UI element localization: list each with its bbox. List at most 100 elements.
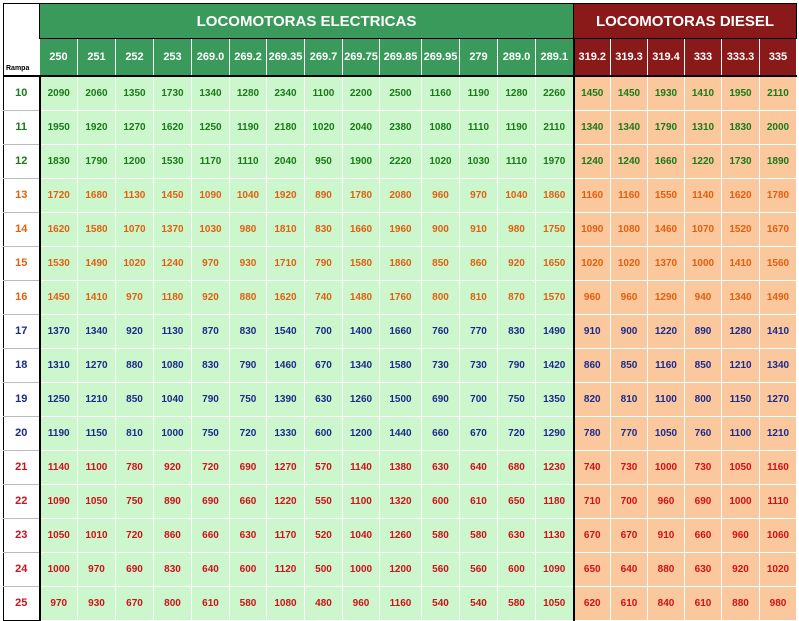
electric-load-cell: 2040 (342, 109, 380, 145)
electric-load-cell: 1020 (421, 143, 460, 179)
diesel-load-cell: 1240 (572, 143, 611, 179)
electric-load-cell: 900 (421, 211, 460, 247)
diesel-load-cell: 1160 (759, 449, 797, 485)
diesel-load-cell: 730 (684, 449, 722, 485)
diesel-load-cell: 890 (684, 313, 722, 349)
electric-load-cell: 690 (421, 381, 460, 417)
diesel-load-cell: 1220 (647, 313, 685, 349)
electric-load-cell: 1450 (153, 177, 192, 213)
corner-cell (3, 3, 40, 39)
electric-load-cell: 830 (191, 347, 230, 383)
diesel-load-cell: 630 (684, 551, 722, 587)
electric-load-cell: 1460 (266, 347, 305, 383)
diesel-load-cell: 880 (647, 551, 685, 587)
electric-load-cell: 870 (497, 279, 536, 315)
electric-load-cell: 1000 (39, 551, 78, 587)
electric-model-header: 269.85 (379, 38, 422, 77)
electric-load-cell: 1790 (77, 143, 116, 179)
electric-load-cell: 2110 (535, 109, 574, 145)
electric-load-cell: 2340 (266, 75, 305, 111)
electric-load-cell: 690 (115, 551, 154, 587)
electric-load-cell: 550 (304, 483, 343, 519)
electric-load-cell: 800 (421, 279, 460, 315)
diesel-model-header: 333 (684, 38, 722, 77)
electric-load-cell: 1920 (77, 109, 116, 145)
electric-load-cell: 860 (153, 517, 192, 553)
rampa-value: 12 (3, 144, 41, 179)
diesel-load-cell: 900 (610, 313, 648, 349)
diesel-load-cell: 1370 (647, 245, 685, 281)
electric-load-cell: 1190 (497, 109, 536, 145)
electric-load-cell: 1280 (497, 75, 536, 111)
diesel-load-cell: 660 (684, 517, 722, 553)
table-row: 23 1050 1010 720 860 660 630 1170 520 1040 1260 580… (3, 517, 797, 553)
table-row: 15 1530 1490 1020 1240 970 930 1710 790 1580 1860 8… (3, 245, 797, 281)
diesel-model-header: 333.3 (721, 38, 760, 77)
diesel-load-cell: 1270 (759, 381, 797, 417)
electric-load-cell: 830 (153, 551, 192, 587)
diesel-load-cell: 880 (721, 585, 760, 621)
table-row: 16 1450 1410 970 1180 920 880 1620 740 1480 1760 80… (3, 279, 797, 315)
diesel-load-cell: 1080 (610, 211, 648, 247)
diesel-load-cell: 1090 (572, 211, 611, 247)
electric-load-cell: 1070 (115, 211, 154, 247)
electric-load-cell: 660 (191, 517, 230, 553)
electric-load-cell: 700 (304, 313, 343, 349)
rampa-value: 19 (3, 382, 41, 417)
electric-model-header: 252 (115, 38, 154, 77)
electric-load-cell: 580 (421, 517, 460, 553)
diesel-load-cell: 1620 (721, 177, 760, 213)
electric-load-cell: 1170 (191, 143, 230, 179)
electric-load-cell: 970 (77, 551, 116, 587)
diesel-load-cell: 960 (572, 279, 611, 315)
electric-load-cell: 1370 (39, 313, 78, 349)
diesel-model-header: 319.4 (647, 38, 685, 77)
electric-load-cell: 690 (191, 483, 230, 519)
diesel-load-cell: 770 (610, 415, 648, 451)
electric-load-cell: 700 (459, 381, 498, 417)
electric-load-cell: 1190 (39, 415, 78, 451)
table-row: 11 1950 1920 1270 1620 1250 1190 2180 1020 2040 23… (3, 109, 797, 145)
electric-load-cell: 1090 (535, 551, 574, 587)
electric-load-cell: 1250 (39, 381, 78, 417)
electric-load-cell: 1080 (421, 109, 460, 145)
diesel-load-cell: 840 (647, 585, 685, 621)
electric-load-cell: 1110 (229, 143, 267, 179)
electric-load-cell: 730 (459, 347, 498, 383)
diesel-load-cell: 820 (572, 381, 611, 417)
electric-load-cell: 1620 (266, 279, 305, 315)
rampa-value: 10 (3, 75, 41, 111)
electric-load-cell: 970 (115, 279, 154, 315)
electric-model-header: 251 (77, 38, 116, 77)
electric-load-cell: 720 (191, 449, 230, 485)
electric-load-cell: 1170 (266, 517, 305, 553)
electric-load-cell: 1340 (77, 313, 116, 349)
diesel-load-cell: 670 (610, 517, 648, 553)
electric-load-cell: 1000 (153, 415, 192, 451)
electric-load-cell: 1580 (379, 347, 422, 383)
electric-load-cell: 750 (497, 381, 536, 417)
locomotive-load-table: LOCOMOTORAS ELECTRICAS LOCOMOTORAS DIESE… (3, 3, 797, 621)
electric-load-cell: 930 (229, 245, 267, 281)
rampa-value: 20 (3, 416, 41, 451)
rampa-value: 21 (3, 450, 41, 485)
electric-load-cell: 1200 (115, 143, 154, 179)
electric-load-cell: 970 (459, 177, 498, 213)
electric-model-header: 269.75 (342, 38, 380, 77)
electric-load-cell: 1320 (379, 483, 422, 519)
diesel-load-cell: 1890 (759, 143, 797, 179)
diesel-load-cell: 1050 (647, 415, 685, 451)
electric-load-cell: 1080 (266, 585, 305, 621)
rampa-value: 15 (3, 246, 41, 281)
electric-load-cell: 1270 (266, 449, 305, 485)
electric-model-header: 269.95 (421, 38, 460, 77)
electric-load-cell: 790 (304, 245, 343, 281)
electric-load-cell: 650 (497, 483, 536, 519)
diesel-load-cell: 1280 (721, 313, 760, 349)
rampa-value: 13 (3, 178, 41, 213)
diesel-load-cell: 850 (610, 347, 648, 383)
electric-load-cell: 1450 (39, 279, 78, 315)
diesel-load-cell: 610 (610, 585, 648, 621)
diesel-load-cell: 1110 (759, 483, 797, 519)
electric-load-cell: 790 (191, 381, 230, 417)
